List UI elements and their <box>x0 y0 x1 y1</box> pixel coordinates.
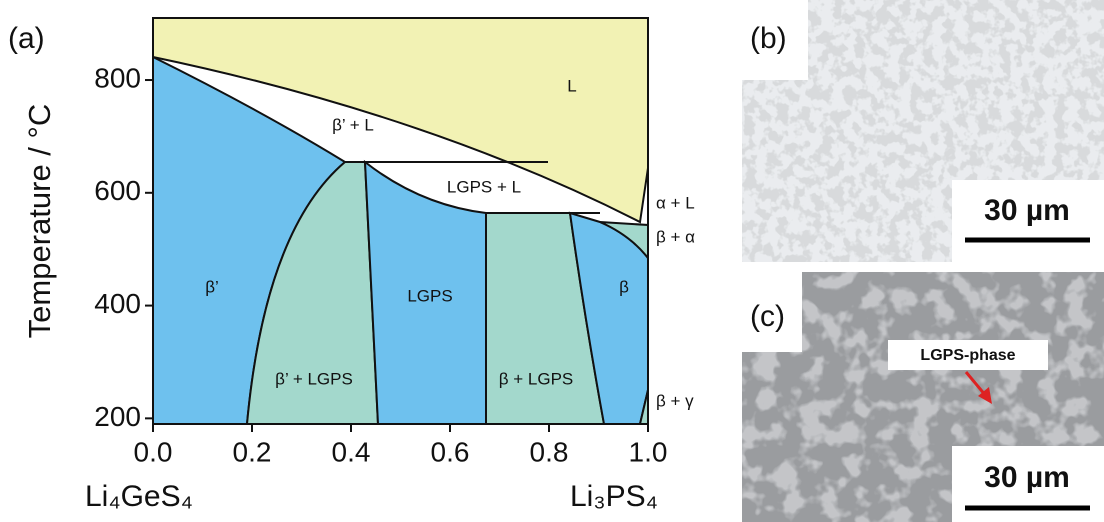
arrow-head <box>978 387 992 404</box>
region-label: β’ <box>205 277 219 296</box>
scale-bar-label: 30 µm <box>984 461 1070 494</box>
region-label: LGPS <box>407 286 452 305</box>
x-tick-label: 0.6 <box>431 436 470 467</box>
x-tick-label: 0.0 <box>134 436 173 467</box>
x-tick-label: 0.8 <box>530 436 569 467</box>
panel-label: (b) <box>750 22 787 55</box>
panel-label: (c) <box>750 300 785 333</box>
label-bg <box>742 0 808 80</box>
scale-bg <box>952 180 1104 262</box>
scale-bar-label: 30 µm <box>984 194 1070 227</box>
region-label: L <box>567 76 576 95</box>
region-beta-prime-lgps <box>245 161 380 425</box>
panel-label: (a) <box>8 22 45 55</box>
y-axis-label: Temperature / °C <box>22 104 57 339</box>
y-tick-label: 400 <box>94 288 141 319</box>
region-label: β + LGPS <box>499 369 574 388</box>
region-label: β <box>619 277 629 296</box>
x-end-label: Li₃PS₄ <box>570 480 658 513</box>
region-label: LGPS + L <box>447 177 521 196</box>
y-tick-label: 200 <box>94 401 141 432</box>
x-tick-label: 0.4 <box>332 436 371 467</box>
annotation-bg <box>888 340 1048 370</box>
annotation: LGPS-phase <box>920 347 1015 364</box>
x-tick-label: 0.2 <box>233 436 272 467</box>
y-tick-label: 600 <box>94 175 141 206</box>
region-label: β + α <box>656 227 695 246</box>
y-tick-label: 800 <box>94 62 141 93</box>
arrow <box>964 371 988 397</box>
region-label: β’ + LGPS <box>275 369 353 388</box>
phase-diagram <box>152 17 649 425</box>
x-tick-label: 1.0 <box>629 436 668 467</box>
x-end-label: Li₄GeS₄ <box>85 480 193 513</box>
label-bg <box>742 272 802 352</box>
micrograph-c: (c) LGPS-phase 30 µm <box>742 272 1104 522</box>
region-label: α + L <box>656 193 695 212</box>
plot-frame <box>152 17 649 425</box>
region-label: β + γ <box>656 391 694 410</box>
micrograph-b: (b) 30 µm <box>742 0 1104 262</box>
region-label: β’ + L <box>332 115 374 134</box>
